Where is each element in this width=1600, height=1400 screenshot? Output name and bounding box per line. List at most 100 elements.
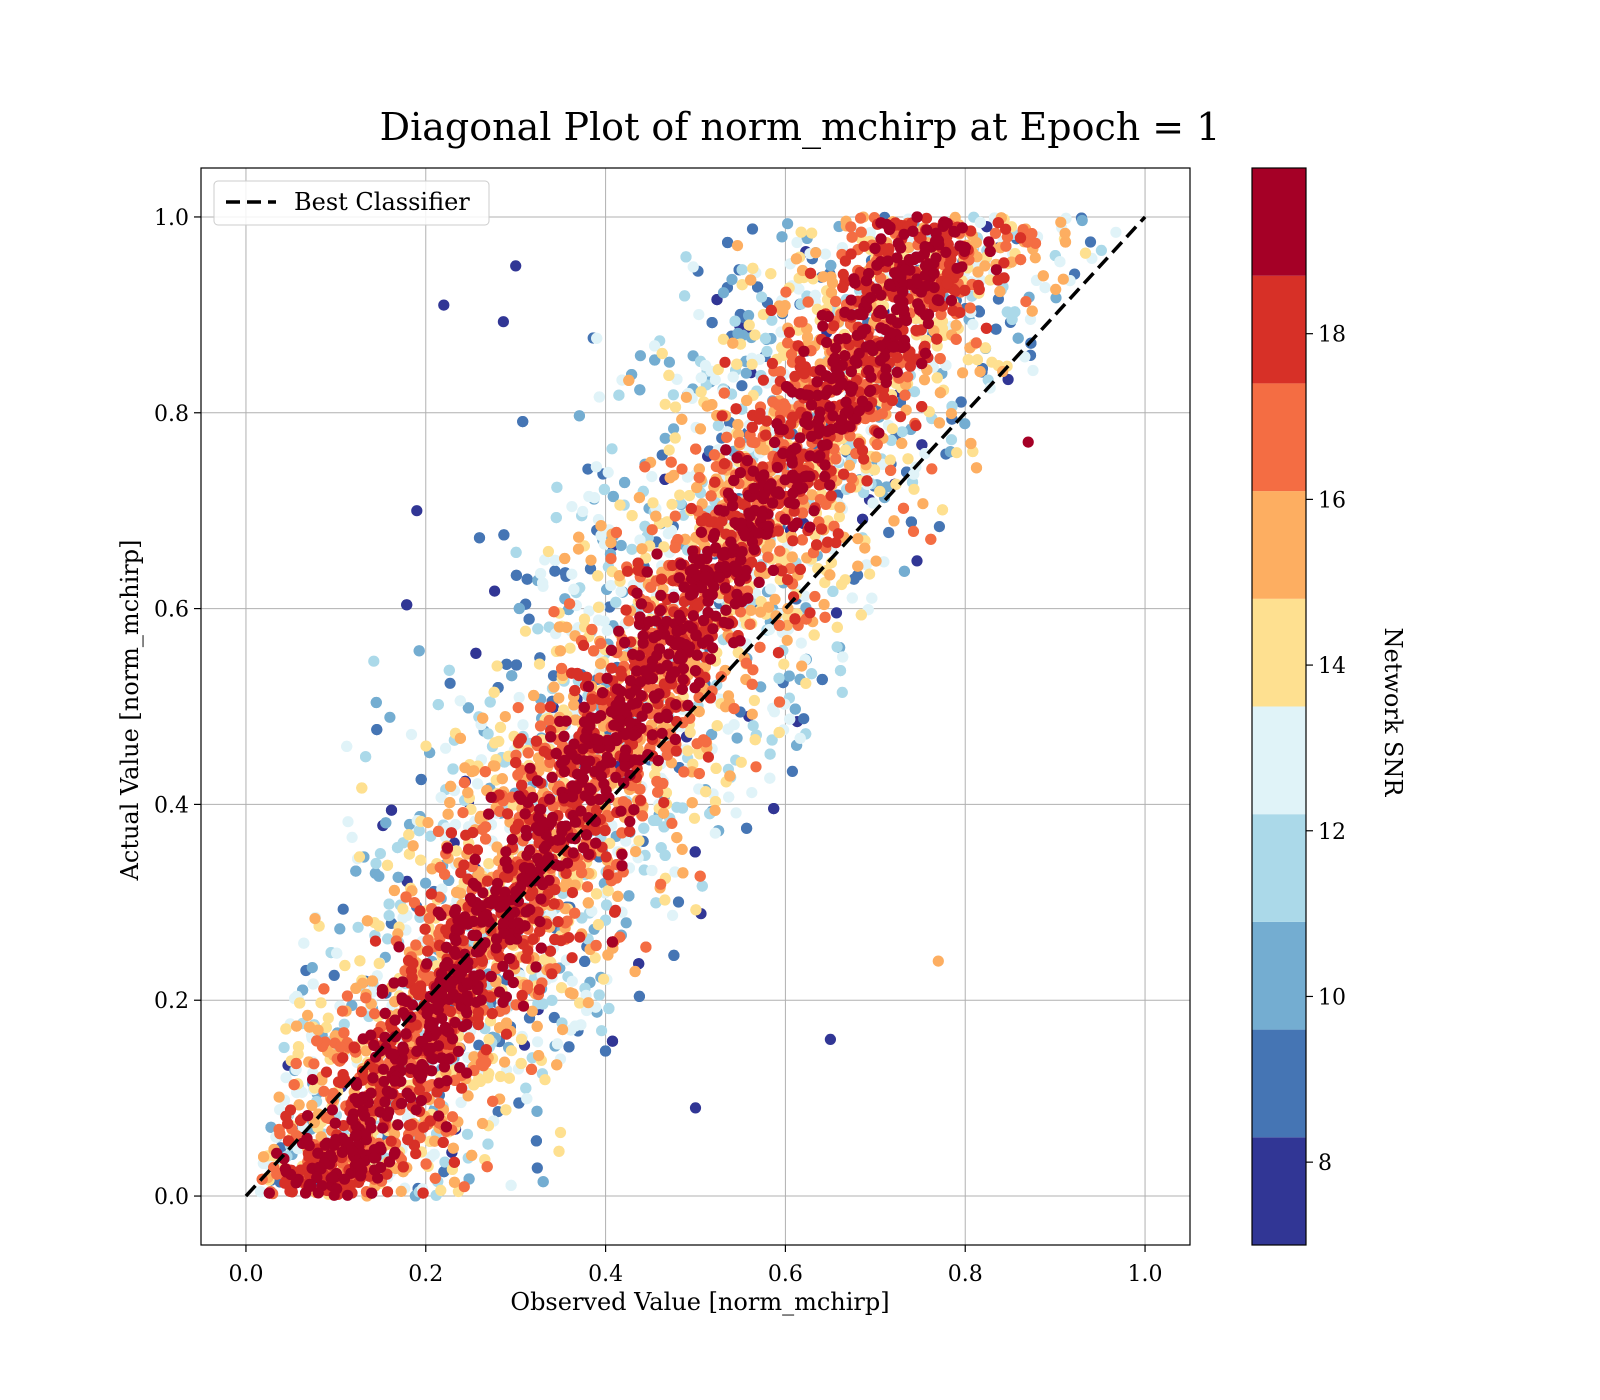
scatter-point xyxy=(885,434,897,446)
scatter-point xyxy=(693,309,705,321)
scatter-point xyxy=(789,703,801,715)
scatter-point xyxy=(765,583,777,595)
scatter-point xyxy=(709,827,721,839)
scatter-point xyxy=(864,568,876,580)
scatter-point xyxy=(781,634,793,646)
scatter-point xyxy=(528,689,540,702)
scatter-point xyxy=(957,367,969,379)
scatter-point xyxy=(579,955,591,968)
scatter-point xyxy=(593,601,605,613)
scatter-point xyxy=(307,978,319,990)
scatter-point xyxy=(546,994,558,1007)
scatter-point xyxy=(491,660,503,672)
scatter-point xyxy=(1095,244,1107,256)
scatter-point xyxy=(415,854,427,866)
scatter-point xyxy=(709,804,721,817)
scatter-point xyxy=(521,1093,533,1105)
scatter-point xyxy=(1019,351,1031,363)
scatter-point xyxy=(383,910,395,922)
scatter-point xyxy=(918,374,931,386)
scatter-point xyxy=(352,921,364,933)
scatter-point xyxy=(932,955,944,967)
scatter-point xyxy=(974,366,986,378)
scatter-point xyxy=(539,1074,551,1086)
scatter-point xyxy=(615,539,627,552)
scatter-point xyxy=(315,997,327,1009)
scatter-point xyxy=(766,314,778,326)
scatter-point xyxy=(371,724,383,736)
scatter-point xyxy=(383,898,395,910)
scatter-point xyxy=(554,1126,567,1139)
scatter-point xyxy=(794,732,806,744)
scatter-point xyxy=(443,664,455,676)
scatter-point xyxy=(761,345,773,357)
scatter-point xyxy=(827,585,839,598)
scatter-point xyxy=(388,884,400,897)
scatter-point xyxy=(494,721,507,734)
scatter-point xyxy=(614,499,626,511)
scatter-point xyxy=(599,1045,612,1057)
scatter-point xyxy=(896,426,908,438)
scatter-point xyxy=(688,812,701,824)
scatter-point xyxy=(1084,236,1097,248)
scatter-point xyxy=(677,867,689,879)
scatter-point xyxy=(732,419,744,431)
scatter-point xyxy=(951,447,963,459)
scatter-point xyxy=(663,356,676,368)
scatter-point xyxy=(741,394,753,407)
scatter-point xyxy=(501,658,513,670)
scatter-point xyxy=(1006,313,1018,325)
scatter-point xyxy=(455,1096,467,1109)
scatter-point xyxy=(967,318,979,331)
scatter-point xyxy=(778,658,790,670)
scatter-point xyxy=(687,261,699,273)
scatter-point xyxy=(563,1041,575,1053)
scatter-point xyxy=(476,1117,489,1130)
scatter-point xyxy=(896,437,908,449)
scatter-point xyxy=(496,773,508,785)
scatter-point xyxy=(676,413,688,425)
scatter-point xyxy=(515,1033,528,1045)
scatter-point xyxy=(584,563,597,575)
scatter-point xyxy=(676,843,688,856)
scatter-point xyxy=(523,613,535,625)
scatter-point xyxy=(510,659,522,671)
scatter-point xyxy=(728,719,740,731)
scatter-point xyxy=(905,516,918,528)
scatter-point xyxy=(825,259,837,272)
scatter-point xyxy=(690,904,702,916)
scatter-point xyxy=(759,332,772,344)
scatter-point xyxy=(442,808,454,820)
scatter-point xyxy=(415,773,427,786)
scatter-point xyxy=(782,218,794,230)
scatter-point xyxy=(888,515,900,527)
scatter-point xyxy=(539,554,551,566)
scatter-point xyxy=(1027,364,1039,377)
scatter-point xyxy=(413,645,425,657)
scatter-point xyxy=(971,354,984,366)
scatter-point xyxy=(598,973,610,985)
scatter-point xyxy=(746,223,759,235)
scatter-point xyxy=(482,728,494,740)
scatter-point xyxy=(515,1057,527,1070)
scatter-point xyxy=(440,742,452,754)
scatter-point xyxy=(499,711,511,723)
scatter-point xyxy=(695,372,707,384)
scatter-point xyxy=(593,989,605,1001)
scatter-point xyxy=(834,501,846,513)
scatter-point xyxy=(531,1162,543,1174)
scatter-point xyxy=(561,621,573,633)
scatter-point xyxy=(582,997,594,1009)
scatter-point xyxy=(748,694,761,707)
scatter-point xyxy=(763,624,776,636)
scatter-point xyxy=(646,864,658,877)
scatter-point xyxy=(746,708,758,720)
scatter-point xyxy=(381,859,394,871)
scatter-point xyxy=(577,505,589,518)
scatter-point xyxy=(636,543,648,555)
scatter-point xyxy=(403,829,415,841)
scatter-point xyxy=(483,858,495,870)
scatter-point xyxy=(598,483,611,496)
scatter-point xyxy=(521,573,533,585)
scatter-point xyxy=(605,537,617,549)
